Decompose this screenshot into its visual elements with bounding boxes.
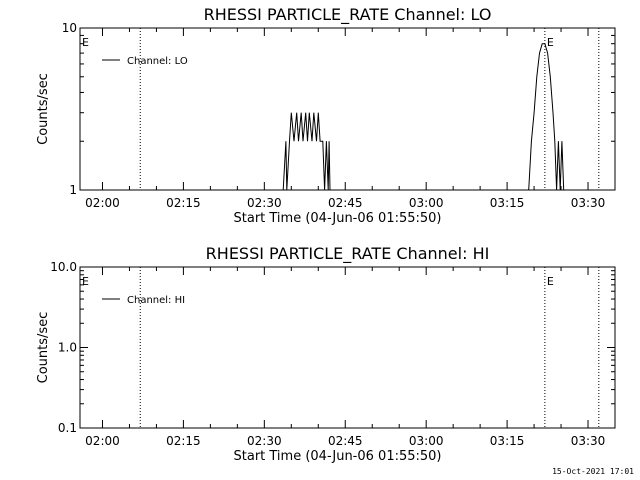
event-marker: E — [82, 275, 89, 288]
chart-title: RHESSI PARTICLE_RATE Channel: HI — [206, 244, 490, 264]
series-line-1 — [282, 43, 568, 191]
x-tick-label: 02:45 — [328, 434, 363, 448]
y-axis-label: Counts/sec — [36, 312, 51, 384]
x-tick-label: 02:00 — [85, 434, 120, 448]
x-tick-label: 02:30 — [247, 196, 282, 210]
x-tick-label: 02:45 — [328, 196, 363, 210]
event-marker: E — [547, 36, 554, 49]
x-tick-label: 02:00 — [85, 196, 120, 210]
chart-title: RHESSI PARTICLE_RATE Channel: LO — [204, 5, 492, 25]
plot-frame — [79, 266, 616, 429]
chart-panel-2: RHESSI PARTICLE_RATE Channel: HI 0.1 1.0 10… — [36, 244, 616, 464]
legend-entry: Channel: LO — [127, 56, 188, 67]
legend-entry: Channel: HI — [127, 295, 185, 306]
footer-timestamp: 15-Oct-2021 17:01 — [552, 467, 634, 476]
x-tick-label: 02:30 — [247, 434, 282, 448]
x-tick-label: 02:15 — [166, 196, 201, 210]
chart-panel-1: RHESSI PARTICLE_RATE Channel: LO 1 10 02:00… — [36, 5, 616, 226]
y-tick-label: 10 — [62, 21, 77, 35]
event-marker: E — [547, 275, 554, 288]
x-tick-label: 03:00 — [409, 196, 444, 210]
y-tick-label: 0.1 — [58, 421, 77, 435]
y-tick-label: 1.0 — [58, 341, 77, 355]
event-marker: E — [82, 36, 89, 49]
x-tick-label: 02:15 — [166, 434, 201, 448]
x-tick-label: 03:30 — [571, 196, 606, 210]
x-axis-label: Start Time (04-Jun-06 01:55:50) — [234, 449, 442, 464]
x-tick-label: 03:15 — [490, 196, 525, 210]
x-tick-label: 03:15 — [490, 434, 525, 448]
y-axis-label: Counts/sec — [36, 73, 51, 145]
y-tick-label: 1 — [69, 183, 77, 197]
x-axis-label: Start Time (04-Jun-06 01:55:50) — [234, 211, 442, 226]
x-tick-label: 03:00 — [409, 434, 444, 448]
x-tick-label: 03:30 — [571, 434, 606, 448]
y-tick-label: 10.0 — [50, 260, 77, 274]
